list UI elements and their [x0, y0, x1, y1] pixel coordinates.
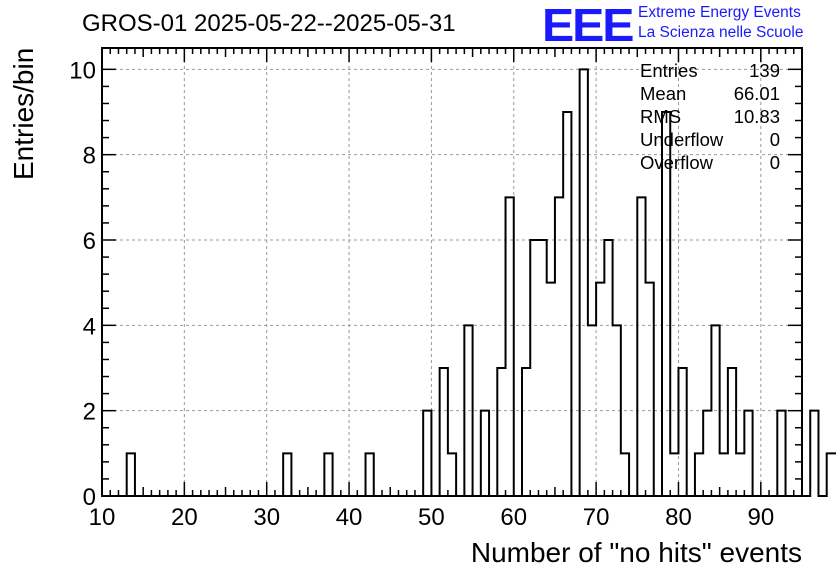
eee-logo: EEE	[542, 0, 634, 51]
histogram-bin	[670, 453, 678, 496]
y-tick-label: 0	[83, 484, 96, 511]
x-tick-label: 40	[336, 504, 363, 531]
histogram-bin	[777, 411, 785, 496]
logo-line-2: La Scienza nelle Scuole	[638, 24, 804, 41]
histogram-bin	[720, 453, 728, 496]
histogram-bin	[810, 411, 818, 496]
histogram-bin	[580, 69, 588, 496]
stats-entries: Entries 139	[640, 59, 780, 82]
y-tick-label: 4	[83, 313, 96, 340]
stats-rms-value: 10.83	[733, 106, 780, 127]
histogram-bin	[538, 240, 546, 496]
histogram-bin	[423, 411, 431, 496]
x-tick-label: 10	[89, 504, 116, 531]
histogram-outline	[102, 68, 836, 497]
x-tick-label: 70	[583, 504, 610, 531]
x-tick-label: 90	[747, 504, 774, 531]
histogram-bin	[604, 240, 612, 496]
histogram-bin	[637, 197, 645, 496]
stats-mean-value: 66.01	[733, 83, 780, 104]
logo-line-1: Extreme Energy Events	[638, 4, 801, 21]
histogram-bin	[678, 368, 686, 496]
histogram-bin	[448, 453, 456, 496]
histogram-bin	[440, 368, 448, 496]
stats-overflow: Overflow 0	[640, 151, 780, 174]
stats-underflow-value: 0	[769, 129, 780, 150]
y-tick-label: 6	[83, 228, 96, 255]
y-tick-label: 2	[83, 399, 96, 426]
stats-rms-label: RMS	[640, 106, 682, 127]
histogram-bin	[744, 411, 752, 496]
histogram-bin	[563, 112, 571, 496]
histogram-bin	[366, 453, 374, 496]
histogram-bin	[728, 368, 736, 496]
y-tick-label: 10	[69, 57, 96, 84]
histogram-bin	[283, 453, 291, 496]
x-axis-label: Number of "no hits" events	[470, 537, 802, 568]
histogram-bin	[497, 368, 505, 496]
histogram-bin	[481, 411, 489, 496]
chart-title: GROS-01 2025-05-22--2025-05-31	[82, 10, 456, 37]
histogram-bin	[827, 453, 835, 496]
x-tick-label: 60	[500, 504, 527, 531]
histogram-bin	[127, 453, 135, 496]
x-tick-label: 50	[418, 504, 445, 531]
histogram-bin	[522, 368, 530, 496]
histogram-bin	[555, 197, 563, 496]
stats-overflow-value: 0	[769, 152, 780, 173]
stats-underflow-label: Underflow	[640, 129, 724, 150]
histogram-bin	[530, 240, 538, 496]
y-tick-label: 8	[83, 143, 96, 170]
histogram-bin	[596, 283, 604, 496]
histogram-bin	[547, 283, 555, 496]
y-axis-label: Entries/bin	[8, 47, 39, 180]
stats-overflow-label: Overflow	[640, 152, 713, 173]
histogram-bin	[506, 197, 514, 496]
stats-entries-value: 139	[749, 60, 780, 81]
x-tick-label: 80	[665, 504, 692, 531]
x-tick-label: 30	[253, 504, 280, 531]
stats-mean-label: Mean	[640, 83, 687, 104]
x-tick-label: 20	[171, 504, 198, 531]
stats-rms: RMS 10.83	[640, 105, 780, 128]
histogram-bin	[695, 453, 703, 496]
stats-box: Entries 139 Mean 66.01 RMS 10.83 Underfl…	[640, 59, 780, 174]
plot-frame	[101, 47, 803, 497]
histogram-bin	[324, 453, 332, 496]
stats-entries-label: Entries	[640, 60, 698, 81]
histogram-bin	[703, 411, 711, 496]
histogram-bin	[646, 283, 654, 496]
histogram-bin	[736, 453, 744, 496]
logo-caption: Extreme Energy Events La Scienza nelle S…	[638, 3, 803, 43]
stats-underflow: Underflow 0	[640, 128, 780, 151]
stats-mean: Mean 66.01	[640, 82, 780, 105]
histogram-bin	[621, 453, 629, 496]
